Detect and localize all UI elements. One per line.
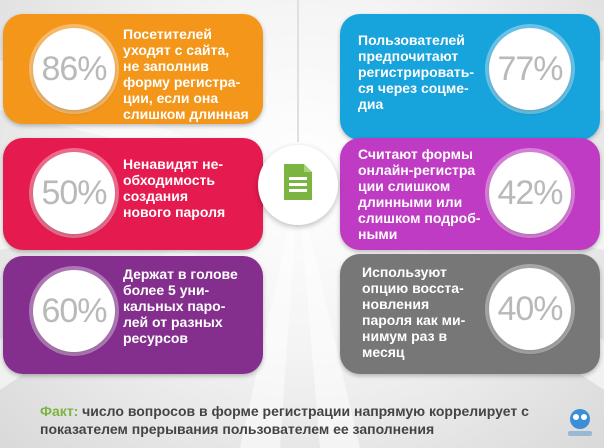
stat-description: Ненавидят не- обходимость создания новог… bbox=[123, 156, 226, 220]
stat-description: Используют опцию восста- новления пароля… bbox=[362, 264, 466, 360]
stat-card-42: 42% Считают формы онлайн-регистра ции сл… bbox=[340, 138, 600, 250]
percent-bubble: 86% bbox=[33, 28, 115, 110]
stat-description: Держат в голове более 5 уни- кальных пар… bbox=[123, 266, 238, 346]
stat-card-86: 86% Посетителей уходят с сайта, не запол… bbox=[3, 14, 263, 124]
stat-description: Посетителей уходят с сайта, не заполнив … bbox=[123, 26, 249, 122]
percent-bubble: 60% bbox=[33, 270, 115, 352]
fact-label: Факт: bbox=[40, 403, 79, 419]
stat-card-77: 77% Пользователей предпочитают регистрир… bbox=[340, 14, 600, 140]
form-document-icon bbox=[284, 164, 312, 200]
site-logo-icon bbox=[568, 409, 592, 436]
fact-body: число вопросов в форме регистрации напря… bbox=[40, 403, 529, 437]
stat-card-60: 60% Держат в голове более 5 уни- кальных… bbox=[3, 256, 263, 374]
percent-bubble: 77% bbox=[489, 28, 571, 110]
stat-description: Считают формы онлайн-регистра ции слишко… bbox=[358, 146, 481, 242]
percent-bubble: 40% bbox=[489, 268, 571, 350]
stat-card-40: 40% Используют опцию восста- новления па… bbox=[340, 254, 600, 374]
hanging-line bbox=[297, 0, 299, 142]
percent-bubble: 50% bbox=[33, 152, 115, 234]
center-badge bbox=[258, 145, 338, 225]
stat-card-50: 50% Ненавидят не- обходимость создания н… bbox=[3, 138, 263, 250]
stat-description: Пользователей предпочитают регистрироват… bbox=[358, 32, 475, 112]
fact-text: Факт: число вопросов в форме регистрации… bbox=[40, 402, 580, 438]
percent-bubble: 42% bbox=[489, 152, 571, 234]
